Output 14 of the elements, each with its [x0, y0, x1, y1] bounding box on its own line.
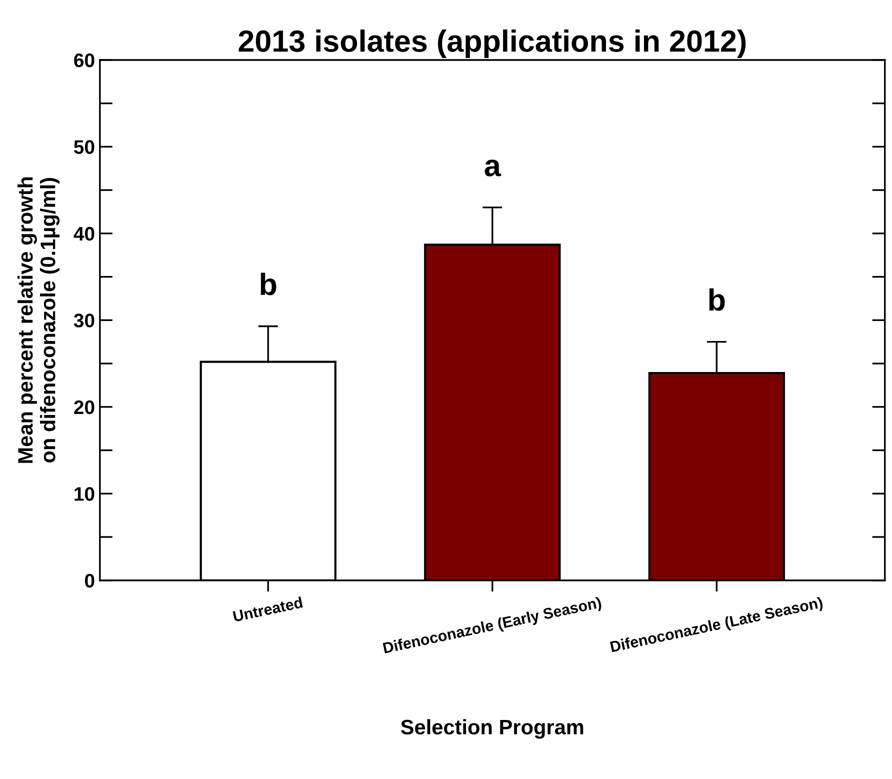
- y-tick-label: 20: [74, 400, 94, 414]
- x-axis-title: Selection Program: [400, 719, 584, 739]
- annotation: b: [709, 288, 725, 311]
- y-tick-label: 0: [85, 574, 94, 588]
- y-tick-label: 40: [74, 226, 94, 241]
- y-tick-label: 50: [74, 140, 94, 154]
- y-axis-title: Mean percent relative growth on difenoconazole (0.1µg/ml): [17, 177, 60, 463]
- annotation: b: [260, 272, 276, 296]
- y-tick-label: 10: [74, 487, 94, 501]
- y-tick-label: 60: [74, 53, 94, 68]
- annotation: a: [484, 160, 502, 176]
- chart-title: 2013 isolates (applications in 2012): [238, 30, 746, 58]
- x-tick-label: Untreated: [232, 596, 303, 622]
- y-tick-label: 30: [74, 314, 94, 328]
